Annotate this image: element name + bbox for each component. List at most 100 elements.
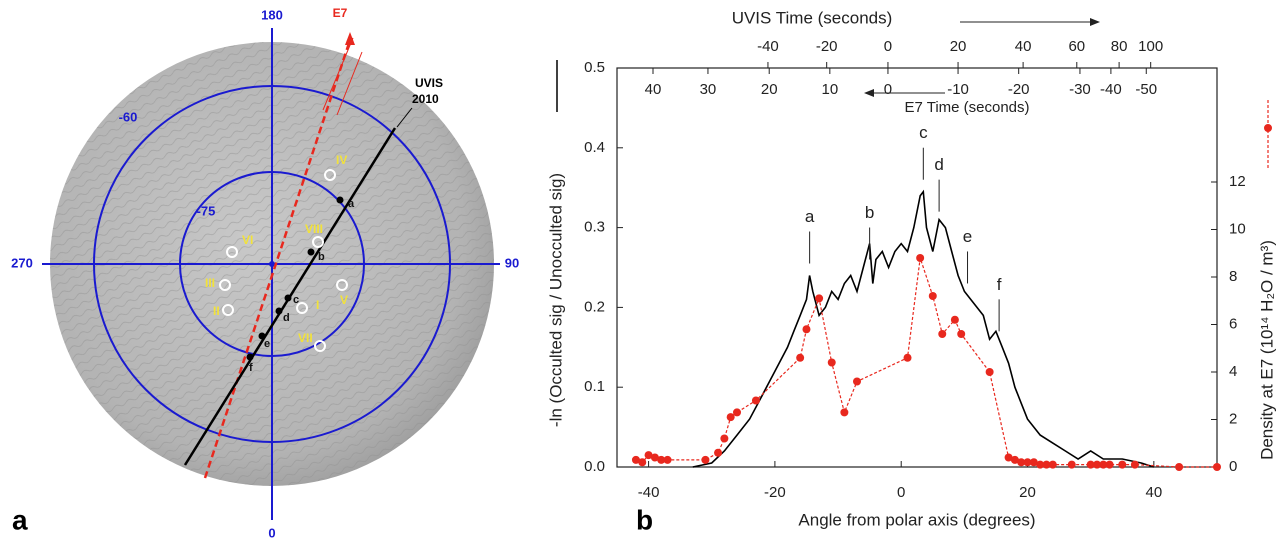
top-tick-label: 40: [1015, 38, 1032, 55]
top-inner-tick-label: -20: [1008, 81, 1030, 98]
data-point: [751, 396, 760, 405]
annotation-label: a: [805, 207, 815, 226]
annotation-label: c: [919, 123, 928, 142]
top-inner-tick-label: 20: [761, 81, 778, 98]
data-point: [1175, 463, 1184, 471]
data-point: [840, 408, 849, 417]
source-label: II: [213, 304, 220, 318]
top-tick-label: -20: [816, 38, 838, 55]
source-ring: [336, 279, 348, 291]
data-point: [650, 453, 659, 462]
data-point: [1036, 460, 1045, 469]
data-point: [827, 358, 836, 367]
data-point: [957, 330, 966, 338]
source-label: III: [205, 276, 215, 290]
track-label: E7: [333, 6, 348, 20]
point-label: b: [318, 251, 325, 263]
y-tick-label: 0.5: [584, 59, 605, 76]
point-label: c: [293, 294, 299, 306]
top-tick-label: 100: [1138, 38, 1163, 55]
source-label: VIII: [305, 222, 323, 236]
point-label: f: [249, 362, 253, 374]
top-tick-label: -40: [757, 38, 779, 55]
data-point: [644, 451, 653, 460]
lat-label: -60: [119, 109, 138, 124]
point-label: a: [348, 198, 355, 210]
y2-tick-label: 0: [1229, 458, 1237, 475]
lon-label: 90: [505, 255, 519, 270]
top-axis-title: UVIS Time (seconds): [732, 8, 893, 27]
source-ring: [312, 236, 324, 248]
source-ring: [296, 302, 308, 314]
data-point: [853, 377, 861, 386]
data-point: [938, 330, 947, 338]
x-tick-label: 20: [1019, 484, 1036, 501]
legend-marker: [1264, 124, 1272, 132]
data-point: [1023, 458, 1032, 467]
source-label: IV: [336, 153, 347, 167]
arrow-head: [864, 89, 874, 97]
data-point: [928, 292, 937, 300]
y2-tick-label: 12: [1229, 173, 1246, 190]
data-point: [802, 325, 811, 334]
data-point: [714, 448, 723, 457]
y2-tick-label: 10: [1229, 220, 1246, 237]
x-axis-title: Angle from polar axis (degrees): [798, 510, 1035, 529]
track-point: [258, 332, 266, 340]
y2-axis-title: Density at E7 (10¹⁴ H₂O / m³): [1257, 240, 1276, 460]
annotation-label: f: [997, 275, 1002, 294]
uvis-leader: [396, 107, 413, 128]
top-inner-tick-label: 40: [645, 81, 662, 98]
y-tick-label: 0.1: [584, 378, 605, 395]
top-axis-title: E7 Time (seconds): [904, 99, 1029, 116]
source-ring: [226, 246, 238, 258]
data-point: [1048, 460, 1057, 469]
y2-tick-label: 8: [1229, 268, 1237, 285]
track-point: [246, 353, 254, 361]
lon-label: 270: [11, 255, 33, 270]
x-tick-label: 0: [897, 484, 905, 501]
data-point: [1093, 460, 1101, 469]
panel-label: b: [636, 504, 653, 535]
data-point: [726, 413, 735, 422]
lon-label: 180: [261, 7, 283, 22]
data-point: [720, 434, 729, 443]
top-inner-tick-label: 10: [821, 81, 838, 98]
data-point: [1067, 460, 1076, 469]
data-point: [1004, 453, 1013, 462]
top-inner-tick-label: -40: [1100, 81, 1122, 98]
data-point: [1130, 460, 1139, 469]
data-point: [1029, 458, 1038, 467]
data-point: [1118, 460, 1127, 469]
series-line: [692, 189, 1155, 468]
annotation-label: b: [865, 203, 874, 222]
data-point: [985, 368, 994, 376]
pole: [269, 261, 275, 267]
track-point: [307, 248, 315, 256]
e7-track-edge: [336, 51, 363, 116]
source-label: VI: [242, 233, 253, 247]
point-label: e: [264, 338, 270, 350]
e7-track-edge: [322, 37, 354, 111]
lat-label: -75: [197, 203, 216, 218]
track-point: [275, 307, 283, 315]
top-inner-tick-label: -30: [1069, 81, 1091, 98]
annotation-label: e: [963, 227, 972, 246]
x-tick-label: 40: [1145, 484, 1162, 501]
y2-tick-label: 4: [1229, 363, 1237, 380]
chart-panel: b Angle from polar axis (degrees) -ln (O…: [546, 8, 1276, 535]
track-point: [336, 196, 344, 204]
data-point: [631, 455, 640, 464]
source-ring: [314, 340, 326, 352]
data-point: [916, 254, 925, 262]
annotation-label: d: [934, 155, 943, 174]
point-label: d: [283, 312, 290, 324]
data-point: [1042, 460, 1051, 469]
x-tick-label: -20: [764, 484, 786, 501]
data-point: [1017, 458, 1026, 467]
uvis-points: a b c d e f: [246, 196, 355, 374]
data-point: [796, 353, 805, 362]
data-point: [903, 353, 912, 362]
track-label: 2010: [412, 92, 439, 106]
data-point: [1213, 463, 1221, 471]
